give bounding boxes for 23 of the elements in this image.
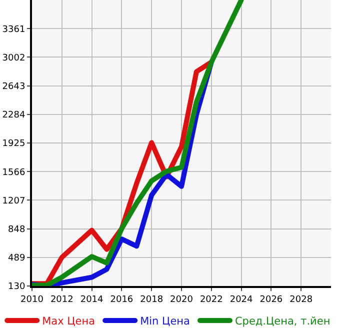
legend-label: Min Цена: [140, 316, 190, 328]
x-tick-label: 2022: [200, 294, 223, 305]
x-tick-label: 2014: [80, 294, 104, 305]
y-tick-label: 2284: [2, 110, 26, 121]
x-tick-label: 2010: [20, 294, 44, 305]
x-tick-label: 2018: [140, 294, 164, 305]
y-tick-label: 848: [8, 224, 26, 235]
y-tick-label: 2643: [2, 82, 26, 92]
x-tick-label: 2016: [110, 294, 134, 305]
y-tick-label: 1566: [2, 168, 26, 178]
y-tick-label: 489: [8, 254, 26, 264]
y-tick-label: 1207: [2, 196, 26, 206]
y-tick-label: 1925: [2, 139, 26, 150]
legend-label: Сред.Цена, т.йен: [234, 316, 330, 328]
x-tick-label: 2026: [260, 294, 283, 305]
x-tick-label: 2020: [170, 294, 194, 305]
x-tick-label: 2012: [50, 294, 74, 305]
x-tick-label: 2024: [230, 294, 254, 305]
y-tick-label: 3361: [2, 24, 26, 35]
y-tick-label: 3002: [2, 53, 26, 64]
x-tick-label: 2028: [290, 294, 313, 305]
y-tick-label: 130: [8, 282, 26, 292]
legend-label: Max Цена: [42, 316, 96, 328]
